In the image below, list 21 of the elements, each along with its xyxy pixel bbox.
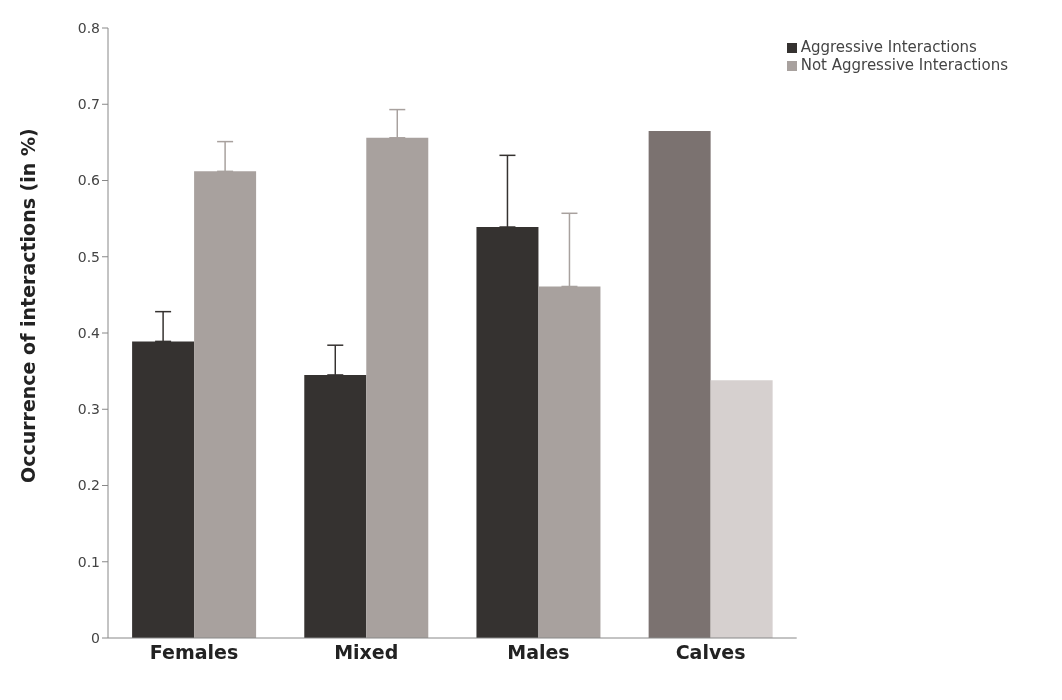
legend-label: Not Aggressive Interactions (800, 56, 1008, 74)
bar (476, 227, 539, 638)
y-tick-label: 0.2 (77, 477, 100, 494)
y-axis-title: Occurrence of interactions (in %) (16, 128, 39, 483)
y-tick-label: 0 (91, 629, 100, 646)
y-tick-label: 0.5 (77, 248, 100, 265)
x-tick-label: Calves (675, 641, 746, 664)
y-tick-label: 0.6 (77, 172, 101, 189)
bar (304, 374, 367, 638)
y-tick-label: 0.1 (77, 553, 100, 570)
y-tick-label: 0.3 (77, 401, 100, 418)
bar (710, 380, 773, 638)
legend-label: Aggressive Interactions (800, 38, 977, 56)
x-tick-label: Mixed (334, 641, 399, 664)
bar (648, 130, 711, 638)
bar (366, 137, 429, 638)
y-tick-label: 0.7 (77, 96, 100, 113)
y-tick-label: 0.4 (77, 324, 101, 341)
x-tick-label: Males (507, 641, 570, 664)
y-tick-label: 0.8 (77, 19, 100, 36)
x-tick-label: Females (149, 641, 239, 664)
